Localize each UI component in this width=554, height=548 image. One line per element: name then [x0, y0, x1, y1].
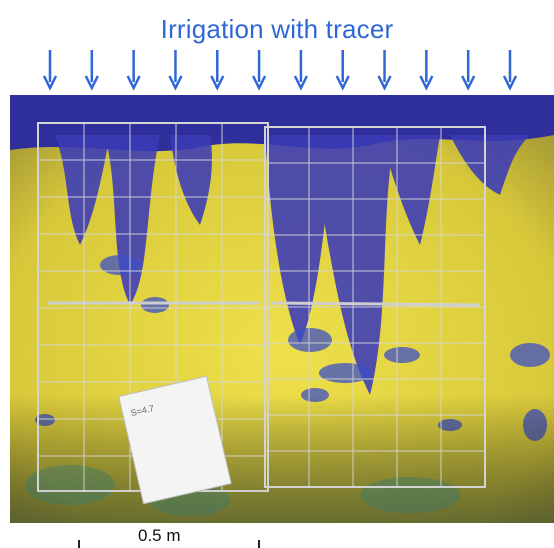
down-arrow-icon — [42, 50, 58, 91]
down-arrow-icon — [335, 50, 350, 91]
down-arrow-icon — [461, 50, 476, 91]
down-arrow-icon — [293, 50, 309, 91]
scale-tick-right — [258, 540, 260, 548]
soil-profile-photo: S=4.7 — [10, 95, 554, 523]
down-arrow-icon — [84, 50, 99, 91]
down-arrow-icon — [251, 50, 267, 91]
scale-tick-left — [78, 540, 80, 548]
down-arrow-icon — [419, 50, 434, 91]
down-arrow-icon — [168, 50, 183, 91]
figure-title: Irrigation with tracer — [160, 14, 394, 44]
label-card: S=4.7 — [118, 375, 232, 505]
down-arrow-icon — [210, 50, 225, 91]
scale-label: 0.5 m — [138, 526, 181, 545]
down-arrow-icon — [377, 50, 392, 91]
bottom-shade — [10, 395, 554, 523]
down-arrow-icon — [502, 50, 518, 91]
irrigation-arrows — [42, 50, 518, 91]
down-arrow-icon — [126, 50, 141, 91]
